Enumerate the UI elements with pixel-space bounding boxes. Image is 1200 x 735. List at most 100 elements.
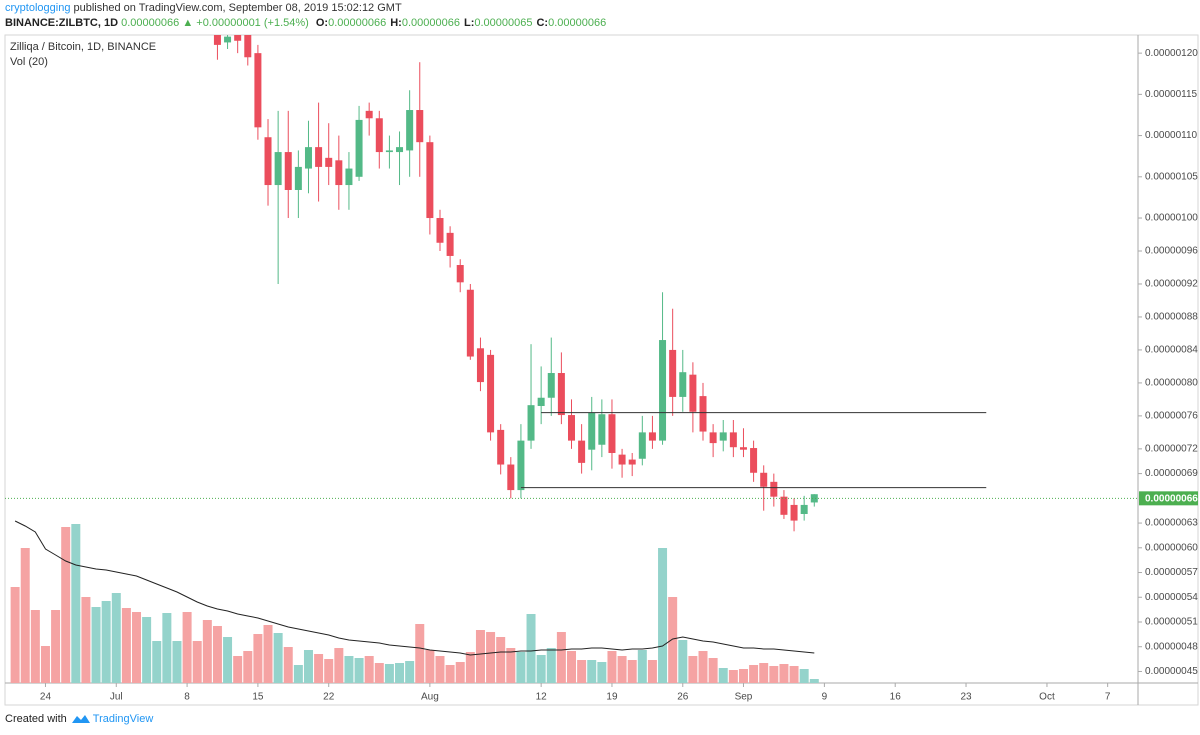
x-tick-label: Oct (1039, 692, 1055, 703)
last-price-box (1139, 491, 1198, 506)
y-tick-label: 0.00000088 (1145, 312, 1198, 323)
volume-bar (718, 668, 728, 683)
y-tick-label: 0.00000084 (1145, 345, 1198, 356)
y-tick-label: 0.00000092 (1145, 279, 1198, 290)
y-tick-label: 0.00000115 (1145, 89, 1198, 100)
ohlc-key: C: (536, 17, 549, 29)
volume-bar (688, 656, 698, 683)
candle-body (234, 35, 242, 41)
brand[interactable]: TradingView (92, 713, 154, 725)
candle-body (456, 265, 464, 283)
candle-body (436, 218, 444, 243)
volume-bar (556, 632, 566, 683)
volume-bar (789, 666, 799, 683)
volume-bar (172, 641, 182, 683)
candle-body (315, 147, 323, 167)
volume-bar (445, 665, 455, 683)
volume-bar (384, 664, 394, 683)
volume-bar (668, 597, 678, 683)
candle-body (264, 137, 272, 186)
volume-bar (647, 660, 657, 683)
candle-body (679, 372, 687, 397)
candle-body (224, 36, 232, 43)
x-tick-label: 7 (1105, 692, 1111, 703)
header-line-2: BINANCE:ZILBTC, 1D 0.00000066 ▲ +0.00000… (5, 16, 606, 31)
volume-bar (486, 632, 496, 683)
volume-bar (738, 669, 748, 683)
candle-body (578, 440, 586, 463)
volume-ma-line (14, 520, 815, 656)
candle-body (254, 53, 262, 128)
candle-body (335, 160, 343, 186)
candle-body (547, 373, 555, 398)
volume-bar (475, 630, 485, 683)
candle-body (476, 348, 484, 383)
x-tick-label: 26 (677, 692, 689, 703)
candle-body (304, 147, 312, 169)
volume-bar (71, 524, 81, 683)
ohlc-key: H: (390, 17, 402, 29)
candle-body (396, 147, 404, 153)
candle-body (669, 349, 677, 397)
volume-bar (425, 650, 435, 683)
volume-bar (516, 652, 526, 683)
volume-bar (152, 641, 162, 683)
volume-bar (455, 662, 465, 683)
ohlc-key: O: (315, 17, 329, 29)
y-tick-label: 0.00000060 (1145, 542, 1198, 553)
last: 0.00000066 (121, 17, 180, 29)
ohlc-key: L: (463, 17, 475, 29)
volume-bar (303, 650, 313, 683)
x-tick-label: 8 (184, 692, 190, 703)
arrow: ▲ (182, 17, 194, 29)
x-tick-label: 22 (323, 692, 335, 703)
candle-body (729, 432, 737, 448)
candle-body (284, 152, 292, 190)
footer: Created with TradingView (5, 713, 153, 725)
volume-bar (465, 652, 475, 683)
published: published on TradingView.com, September … (73, 2, 402, 14)
candle-body (385, 150, 393, 153)
volume-bar (769, 666, 779, 683)
y-tick-label: 0.00000054 (1145, 592, 1198, 603)
volume-bar (658, 548, 668, 683)
pane-title: Zilliqa / Bitcoin, 1D, BINANCE (10, 41, 156, 53)
volume-bar (121, 608, 131, 683)
y-tick-label: 0.00000057 (1145, 567, 1198, 578)
candle-body (719, 432, 727, 441)
candle-body (557, 373, 565, 416)
volume-bar (698, 651, 708, 683)
chart-frame (4, 34, 1199, 706)
candle-body (517, 440, 525, 491)
volume-bar (395, 663, 405, 683)
candle-body (487, 354, 495, 433)
volume-bar (344, 656, 354, 683)
ohlc-value: 0.00000066 (401, 17, 460, 29)
candle-body (699, 396, 707, 432)
y-tick-label: 0.00000048 (1145, 641, 1198, 652)
volume-bar (577, 660, 587, 683)
volume-bar (597, 662, 607, 683)
volume-bar (364, 656, 374, 683)
volume-bar (708, 658, 718, 683)
x-tick-label: 9 (822, 692, 828, 703)
header: cryptologging published on TradingView.c… (5, 1, 606, 31)
candle-body (446, 232, 454, 256)
candle-body (365, 110, 373, 119)
candle-body (608, 414, 616, 453)
candle-body (618, 454, 626, 465)
candle-body (709, 432, 717, 444)
volume-label: Vol (20) (10, 56, 48, 68)
volume-bar (759, 663, 769, 683)
candle-body (294, 166, 302, 190)
volume-bar (567, 651, 576, 683)
author[interactable]: cryptologging (5, 2, 71, 14)
volume-bar (415, 624, 425, 683)
candle-body (780, 496, 788, 515)
volume-bar (212, 626, 222, 683)
footer-text: Created with (5, 713, 67, 725)
candle-body (345, 168, 353, 186)
volume-bar (61, 527, 71, 683)
y-tick-label: 0.00000105 (1145, 171, 1198, 182)
